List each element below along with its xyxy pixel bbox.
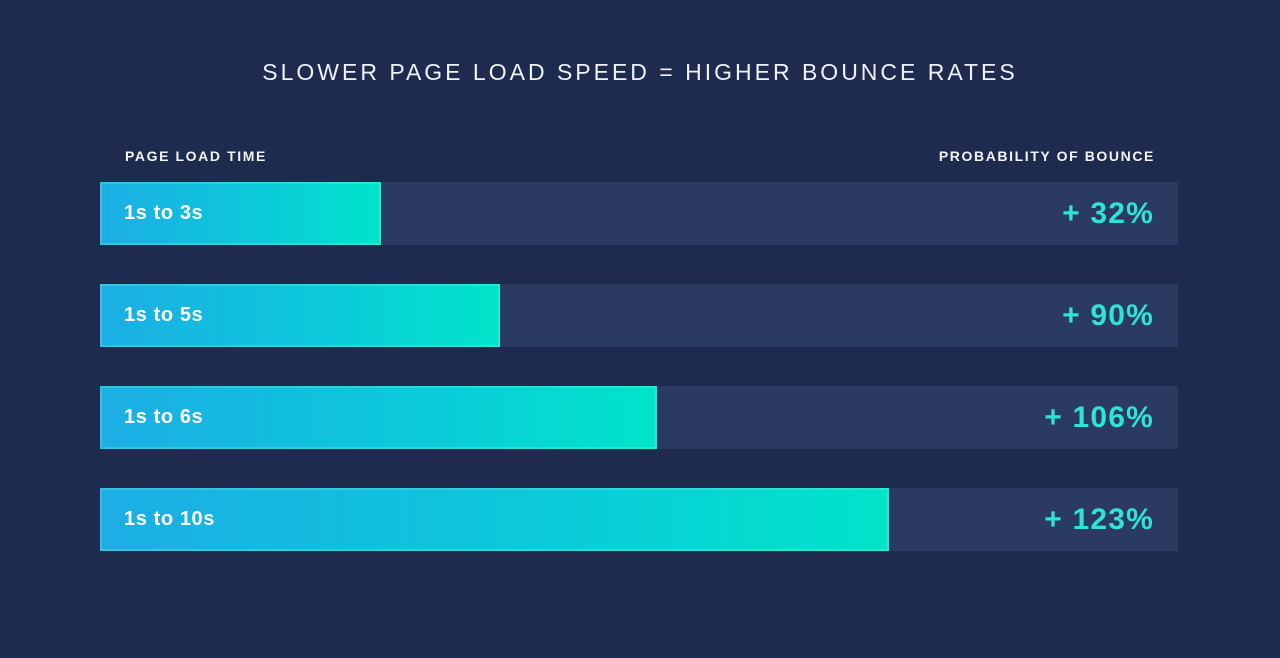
bounce-value: + 32% bbox=[1062, 196, 1154, 230]
bar-fill: 1s to 3s bbox=[100, 182, 382, 245]
bar-fill: 1s to 5s bbox=[100, 284, 500, 347]
bar-row-1s-to-5s: 1s to 5s + 90% bbox=[100, 284, 1178, 347]
bar-row-1s-to-10s: 1s to 10s + 123% bbox=[100, 488, 1178, 551]
bar-row-1s-to-6s: 1s to 6s + 106% bbox=[100, 386, 1178, 449]
bar-fill: 1s to 10s bbox=[100, 488, 890, 551]
bar-category-label: 1s to 3s bbox=[124, 202, 204, 224]
bar-category-label: 1s to 5s bbox=[124, 304, 204, 326]
chart-title: SLOWER PAGE LOAD SPEED = HIGHER BOUNCE R… bbox=[262, 59, 1018, 85]
bounce-value: + 106% bbox=[1044, 400, 1154, 434]
bar-fill: 1s to 6s bbox=[100, 386, 658, 449]
bounce-value: + 90% bbox=[1062, 298, 1154, 332]
bounce-value: + 123% bbox=[1044, 502, 1154, 536]
bar-category-label: 1s to 10s bbox=[124, 508, 216, 530]
right-column-header: PROBABILITY OF BOUNCE bbox=[938, 148, 1155, 164]
bar-row-1s-to-3s: 1s to 3s + 32% bbox=[100, 182, 1178, 245]
left-column-header: PAGE LOAD TIME bbox=[125, 148, 267, 164]
bar-category-label: 1s to 6s bbox=[124, 406, 204, 428]
column-headers: PAGE LOAD TIME PROBABILITY OF BOUNCE bbox=[125, 148, 1155, 164]
bar-chart: 1s to 3s + 32% 1s to 5s + 90% 1s to 6s +… bbox=[100, 182, 1178, 551]
